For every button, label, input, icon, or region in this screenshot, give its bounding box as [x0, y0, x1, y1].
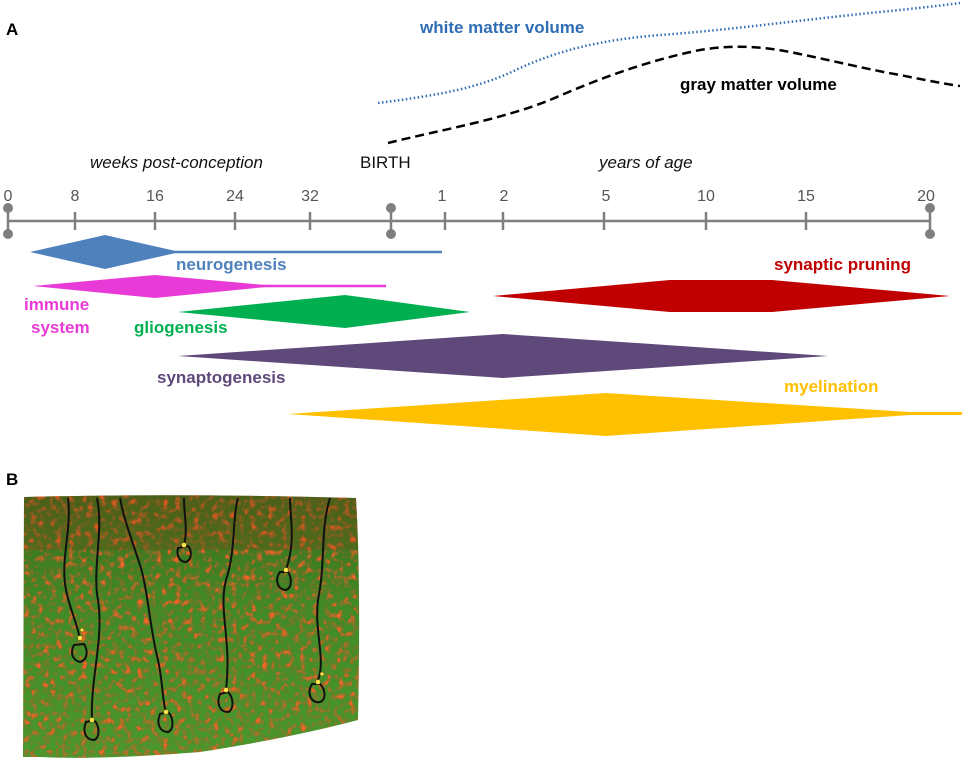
gray-matter-label: gray matter volume [680, 75, 837, 94]
panel-a-label: A [6, 20, 18, 39]
neurogenesis-label: neurogenesis [176, 255, 287, 274]
immune-system-bar [33, 275, 386, 298]
tick-label-year-10: 10 [697, 188, 715, 205]
cortex-micrograph [23, 495, 360, 758]
neuron-markers [77, 542, 325, 723]
tick-label-week-8: 8 [71, 188, 80, 205]
gliogenesis-bar [178, 295, 470, 328]
immune-label-line2: system [31, 318, 90, 337]
tick-label-week-24: 24 [226, 188, 244, 205]
tick-label-year-5: 5 [602, 188, 611, 205]
myelination-bar [288, 393, 962, 436]
tick-label-week-16: 16 [146, 188, 164, 205]
panel-b-label: B [6, 470, 18, 489]
gray-matter-curve [387, 45, 961, 145]
tick-label-week-32: 32 [301, 188, 319, 205]
white-matter-label: white matter volume [419, 18, 584, 37]
gliogenesis-label: gliogenesis [134, 318, 228, 337]
tick-label-week-0: 0 [4, 188, 13, 205]
tick-label-year-2: 2 [500, 188, 509, 205]
synaptogenesis-label: synaptogenesis [157, 368, 286, 387]
tick-label-year-15: 15 [797, 188, 815, 205]
tick-label-year-1: 1 [438, 188, 447, 205]
synaptic-pruning-label: synaptic pruning [774, 255, 911, 274]
neurogenesis-bar [30, 235, 442, 269]
birth-label: BIRTH [360, 153, 411, 172]
neuron-tracings [63, 497, 331, 742]
synaptogenesis-bar [178, 334, 828, 378]
timeline-axis [3, 203, 935, 239]
synaptic-pruning-bar [493, 280, 950, 312]
postnatal-caption: years of age [598, 153, 693, 172]
prenatal-caption: weeks post-conception [90, 153, 263, 172]
immune-label-line1: immune [24, 295, 89, 314]
myelination-label: myelination [784, 377, 878, 396]
tick-label-year-20: 20 [917, 188, 935, 205]
white-matter-curve [377, 1, 961, 105]
